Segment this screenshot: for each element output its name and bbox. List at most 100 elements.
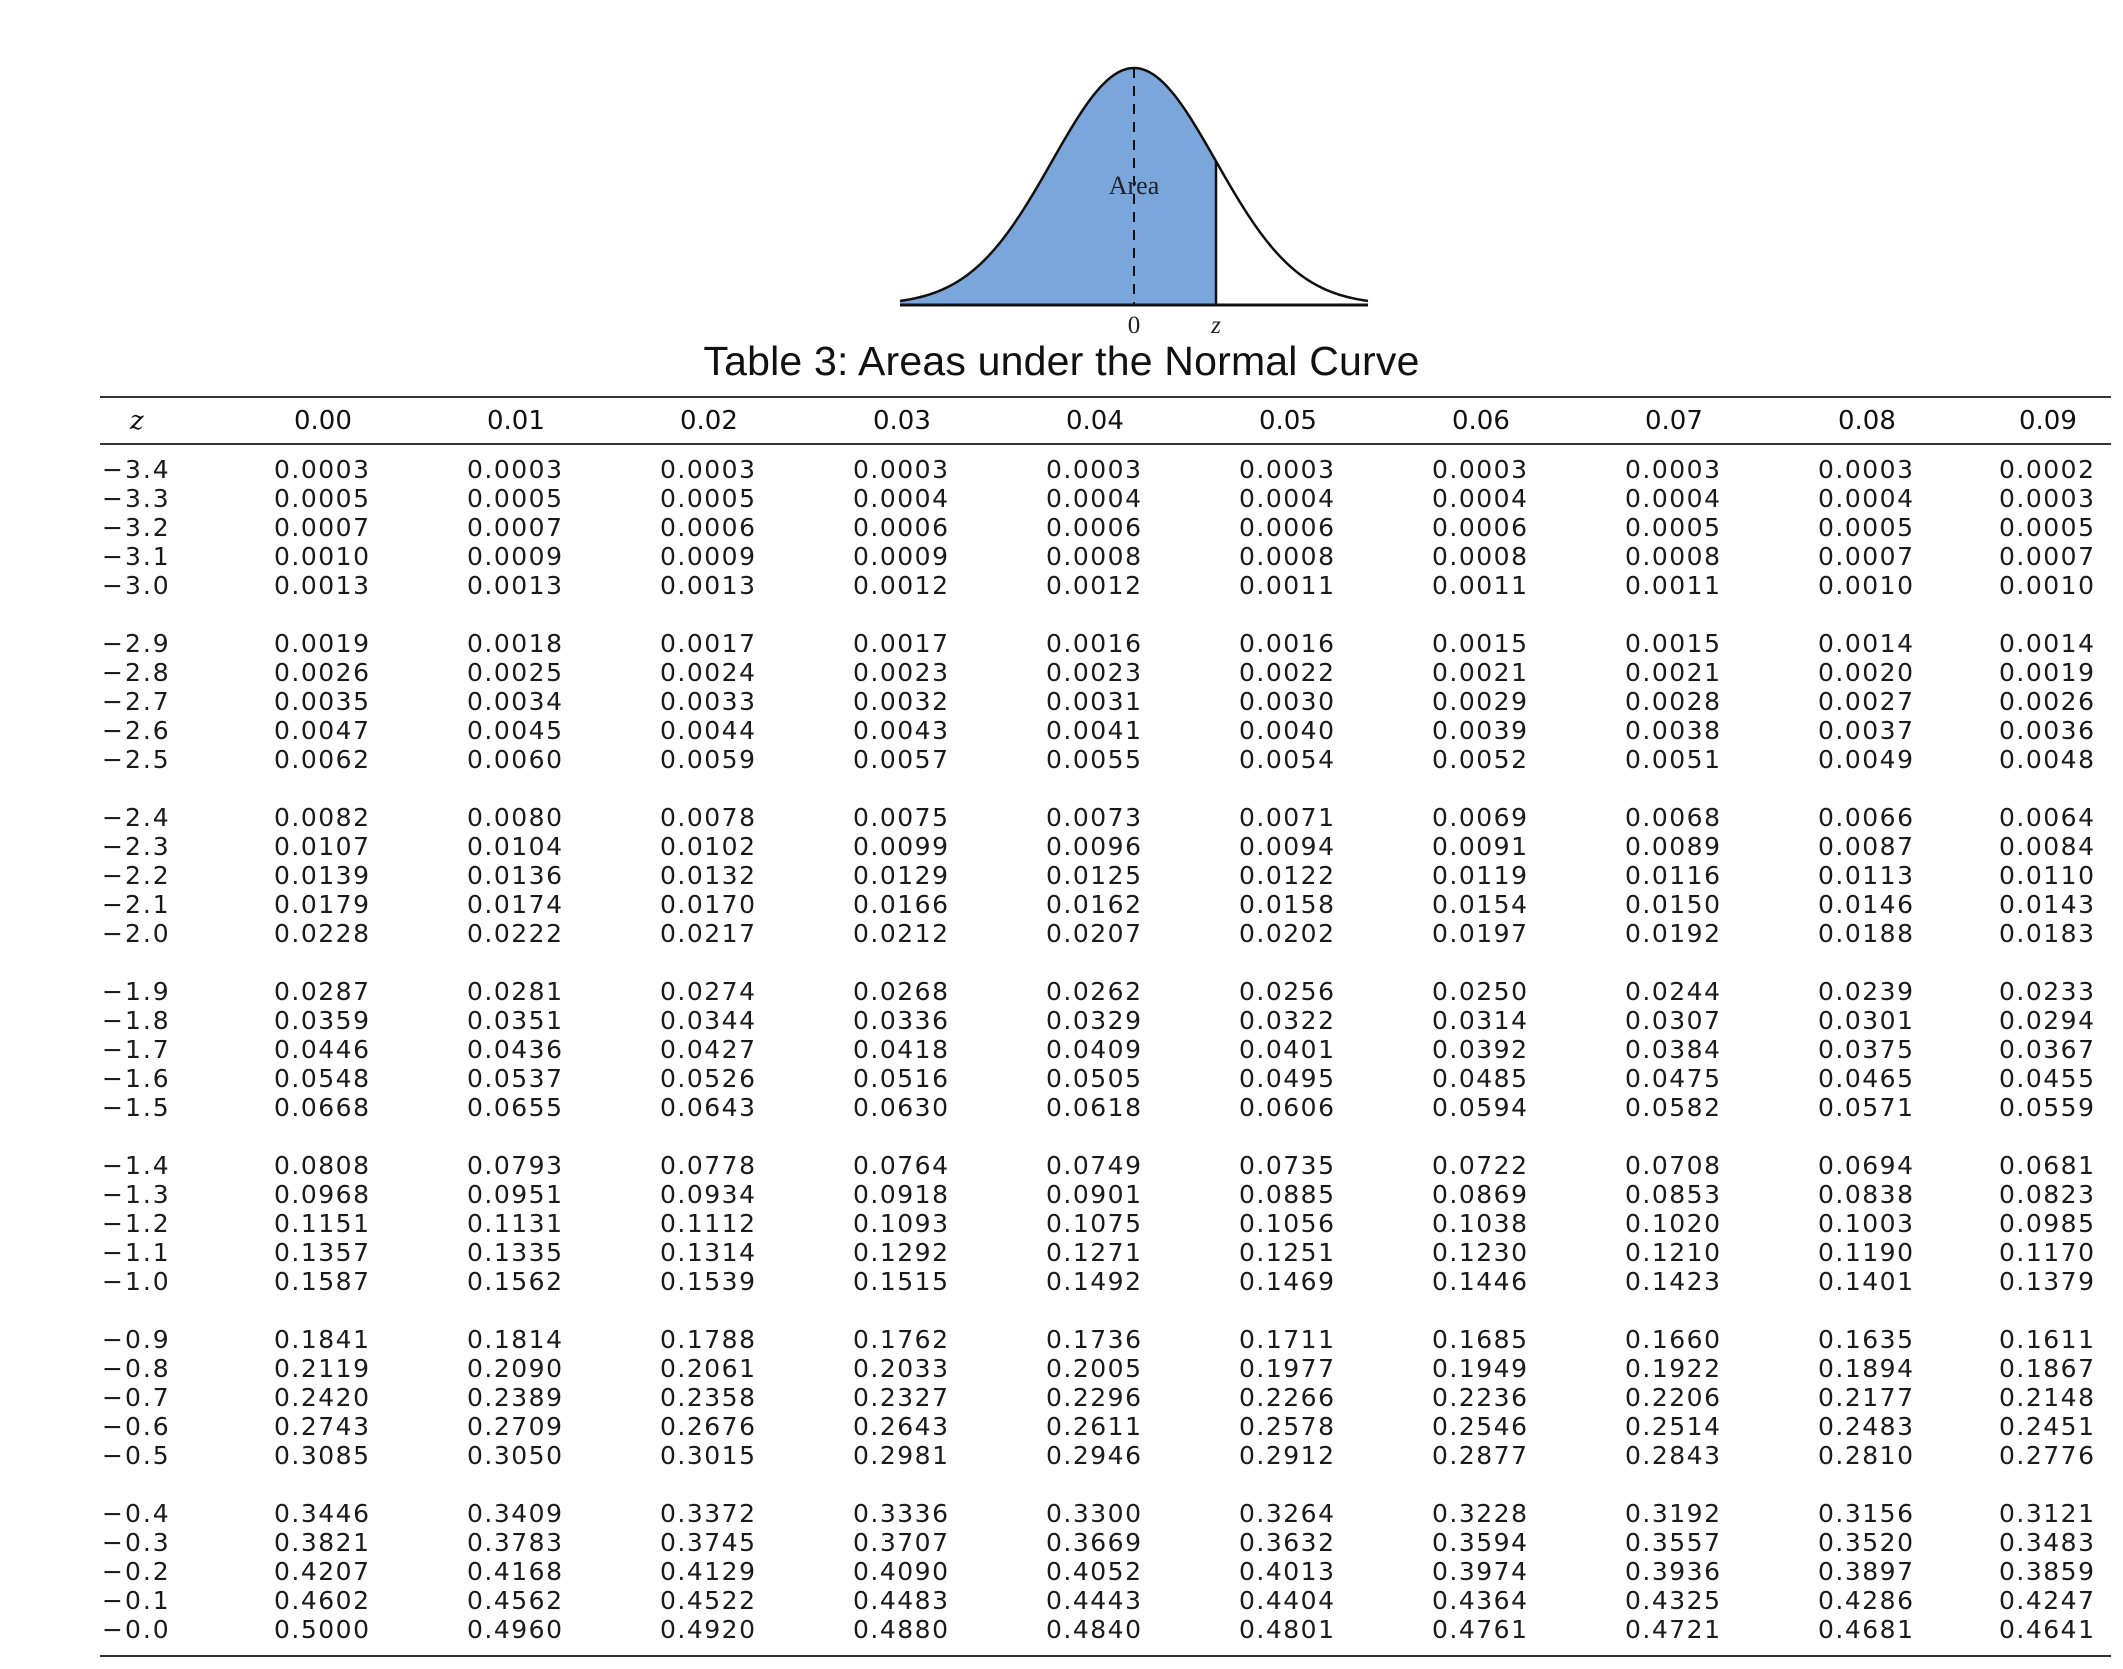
- area-value-cell: 0.1292: [853, 1238, 950, 1267]
- table-row: −1.8 0.0359 0.0351 0.0344 0.0336 0.0329 0.0322…: [100, 1006, 2111, 1035]
- area-value-cell: 0.0287: [274, 977, 371, 1006]
- table-row: −1.0 0.1587 0.1562 0.1539 0.1515 0.1492 0.1469…: [100, 1267, 2111, 1296]
- header-col-1: 0.00: [294, 406, 352, 436]
- z-value-cell: −2.0: [102, 919, 171, 948]
- area-value-cell: 0.4325: [1625, 1586, 1722, 1615]
- area-value-cell: 0.0069: [1432, 803, 1529, 832]
- area-value-cell: 0.0559: [1999, 1093, 2096, 1122]
- area-value-cell: 0.4641: [1999, 1615, 2096, 1644]
- area-value-cell: 0.0174: [467, 890, 564, 919]
- area-value-cell: 0.1894: [1818, 1354, 1915, 1383]
- area-value-cell: 0.0170: [660, 890, 757, 919]
- area-value-cell: 0.0548: [274, 1064, 371, 1093]
- z-value-cell: −0.5: [102, 1441, 171, 1470]
- area-value-cell: 0.0158: [1239, 890, 1336, 919]
- header-col-2: 0.01: [487, 406, 545, 436]
- area-value-cell: 0.4013: [1239, 1557, 1336, 1586]
- area-value-cell: 0.2451: [1999, 1412, 2096, 1441]
- area-value-cell: 0.0708: [1625, 1151, 1722, 1180]
- area-value-cell: 0.0281: [467, 977, 564, 1006]
- area-value-cell: 0.0068: [1625, 803, 1722, 832]
- table-row: −2.8 0.0026 0.0025 0.0024 0.0023 0.0023 0.0022…: [100, 658, 2111, 687]
- area-value-cell: 0.2743: [274, 1412, 371, 1441]
- area-value-cell: 0.1423: [1625, 1267, 1722, 1296]
- area-value-cell: 0.0749: [1046, 1151, 1143, 1180]
- area-value-cell: 0.0052: [1432, 745, 1529, 774]
- area-value-cell: 0.0179: [274, 890, 371, 919]
- area-value-cell: 0.0055: [1046, 745, 1143, 774]
- area-value-cell: 0.3483: [1999, 1528, 2096, 1557]
- area-value-cell: 0.0294: [1999, 1006, 2096, 1035]
- area-value-cell: 0.2005: [1046, 1354, 1143, 1383]
- area-value-cell: 0.0968: [274, 1180, 371, 1209]
- area-value-cell: 0.1446: [1432, 1267, 1529, 1296]
- area-value-cell: 0.0004: [1818, 484, 1915, 513]
- area-value-cell: 0.0051: [1625, 745, 1722, 774]
- area-value-cell: 0.1611: [1999, 1325, 2096, 1354]
- area-value-cell: 0.0060: [467, 745, 564, 774]
- area-value-cell: 0.0054: [1239, 745, 1336, 774]
- area-value-cell: 0.0004: [1432, 484, 1529, 513]
- top-rule: [100, 396, 2111, 398]
- area-value-cell: 0.1660: [1625, 1325, 1722, 1354]
- area-value-cell: 0.0010: [1999, 571, 2096, 600]
- area-value-cell: 0.0256: [1239, 977, 1336, 1006]
- area-value-cell: 0.0537: [467, 1064, 564, 1093]
- area-value-cell: 0.0005: [1625, 513, 1722, 542]
- area-value-cell: 0.0351: [467, 1006, 564, 1035]
- area-value-cell: 0.1020: [1625, 1209, 1722, 1238]
- z-value-cell: −2.3: [102, 832, 171, 861]
- z-value-cell: −3.3: [102, 484, 171, 513]
- area-value-cell: 0.2033: [853, 1354, 950, 1383]
- area-value-cell: 0.3085: [274, 1441, 371, 1470]
- area-value-cell: 0.3821: [274, 1528, 371, 1557]
- area-value-cell: 0.0006: [1046, 513, 1143, 542]
- area-value-cell: 0.0934: [660, 1180, 757, 1209]
- z-value-cell: −2.8: [102, 658, 171, 687]
- z-value-cell: −3.4: [102, 455, 171, 484]
- area-value-cell: 0.0307: [1625, 1006, 1722, 1035]
- area-value-cell: 0.0793: [467, 1151, 564, 1180]
- area-value-cell: 0.4443: [1046, 1586, 1143, 1615]
- area-value-cell: 0.0080: [467, 803, 564, 832]
- area-value-cell: 0.0004: [1625, 484, 1722, 513]
- area-value-cell: 0.1335: [467, 1238, 564, 1267]
- area-value-cell: 0.0329: [1046, 1006, 1143, 1035]
- z-value-cell: −2.7: [102, 687, 171, 716]
- area-value-cell: 0.2578: [1239, 1412, 1336, 1441]
- area-value-cell: 0.0655: [467, 1093, 564, 1122]
- area-value-cell: 0.1788: [660, 1325, 757, 1354]
- area-value-cell: 0.0033: [660, 687, 757, 716]
- table-row: −1.4 0.0808 0.0793 0.0778 0.0764 0.0749 0.0735…: [100, 1151, 2111, 1180]
- area-value-cell: 0.0003: [1239, 455, 1336, 484]
- area-value-cell: 0.0027: [1818, 687, 1915, 716]
- area-value-cell: 0.1271: [1046, 1238, 1143, 1267]
- table-row: −2.5 0.0062 0.0060 0.0059 0.0057 0.0055 0.0054…: [100, 745, 2111, 774]
- area-value-cell: 0.0838: [1818, 1180, 1915, 1209]
- area-value-cell: 0.0197: [1432, 919, 1529, 948]
- area-value-cell: 0.0015: [1625, 629, 1722, 658]
- area-value-cell: 0.4761: [1432, 1615, 1529, 1644]
- area-value-cell: 0.0314: [1432, 1006, 1529, 1035]
- area-value-cell: 0.1314: [660, 1238, 757, 1267]
- area-value-cell: 0.0010: [274, 542, 371, 571]
- area-value-cell: 0.0010: [1818, 571, 1915, 600]
- area-value-cell: 0.1562: [467, 1267, 564, 1296]
- area-value-cell: 0.2358: [660, 1383, 757, 1412]
- area-value-cell: 0.3300: [1046, 1499, 1143, 1528]
- area-value-cell: 0.0011: [1625, 571, 1722, 600]
- area-value-cell: 0.0336: [853, 1006, 950, 1035]
- area-value-cell: 0.0008: [1625, 542, 1722, 571]
- area-value-cell: 0.3897: [1818, 1557, 1915, 1586]
- area-value-cell: 0.0192: [1625, 919, 1722, 948]
- area-value-cell: 0.0099: [853, 832, 950, 861]
- area-value-cell: 0.0207: [1046, 919, 1143, 948]
- table-row: −3.2 0.0007 0.0007 0.0006 0.0006 0.0006 0.0006…: [100, 513, 2111, 542]
- area-value-cell: 0.0045: [467, 716, 564, 745]
- area-value-cell: 0.0110: [1999, 861, 2096, 890]
- area-value-cell: 0.1357: [274, 1238, 371, 1267]
- area-value-cell: 0.2266: [1239, 1383, 1336, 1412]
- area-value-cell: 0.0132: [660, 861, 757, 890]
- area-value-cell: 0.3594: [1432, 1528, 1529, 1557]
- area-value-cell: 0.0694: [1818, 1151, 1915, 1180]
